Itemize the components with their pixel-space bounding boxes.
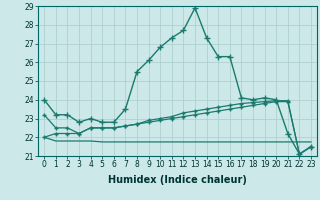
X-axis label: Humidex (Indice chaleur): Humidex (Indice chaleur) bbox=[108, 175, 247, 185]
